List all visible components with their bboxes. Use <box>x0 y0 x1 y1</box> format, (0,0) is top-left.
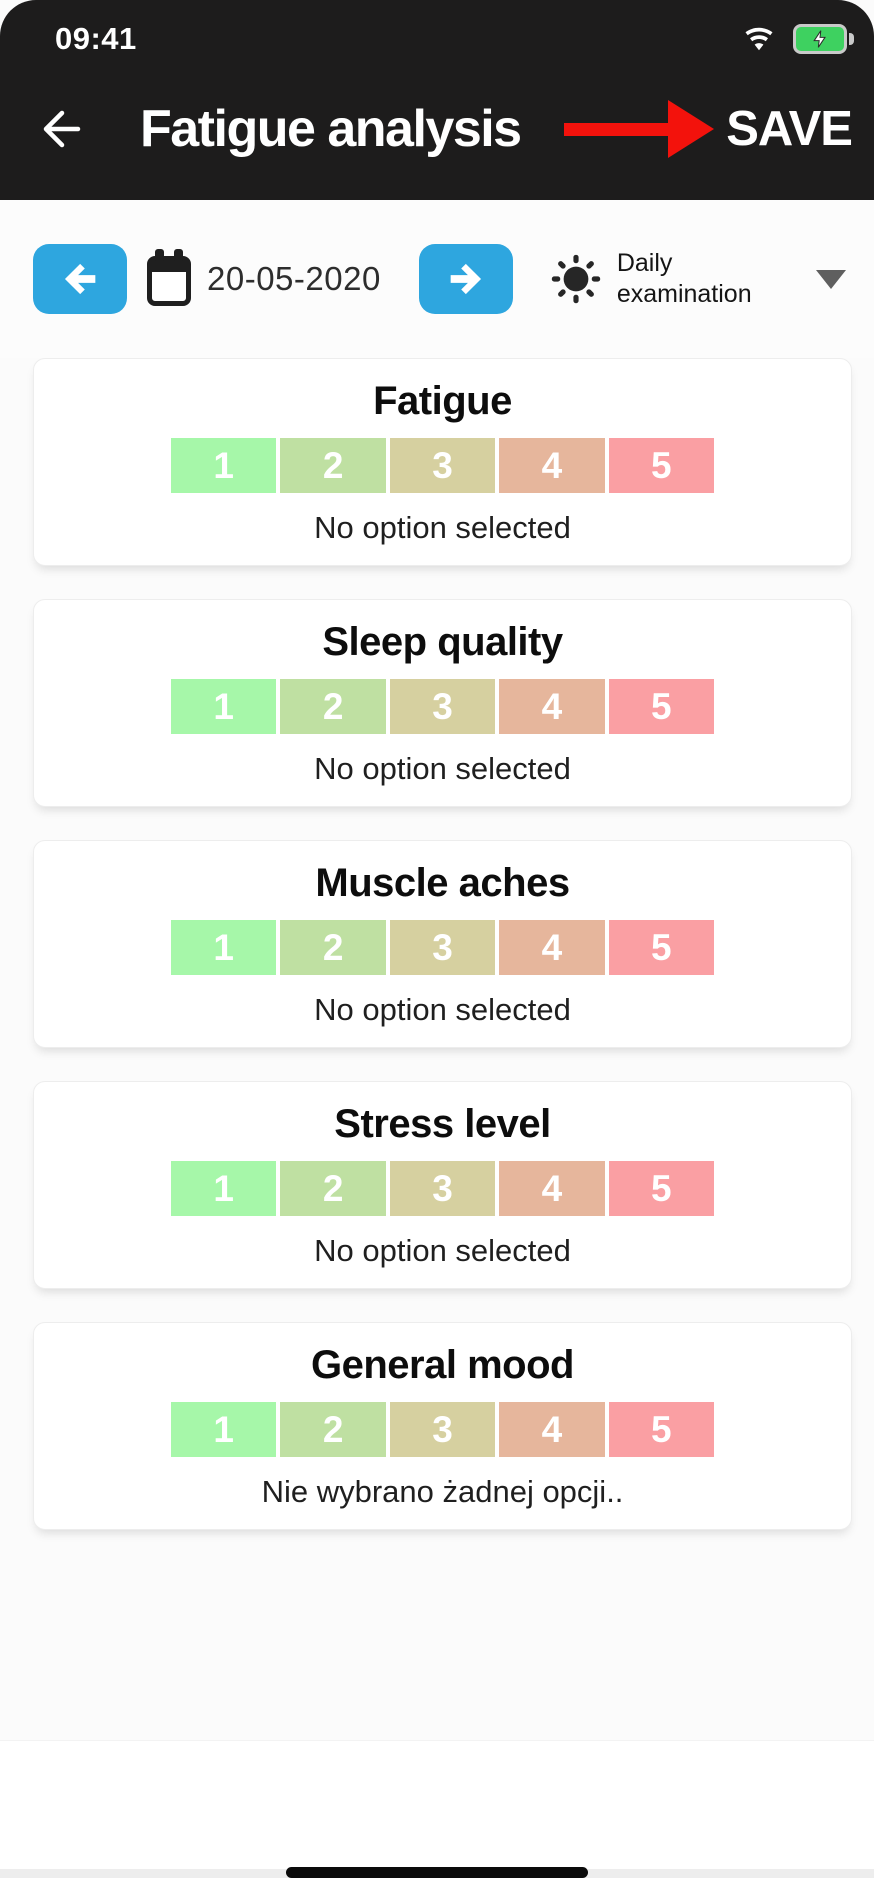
annotation-arrow-icon <box>564 99 715 159</box>
rating-option-3[interactable]: 3 <box>389 679 496 734</box>
rating-option-1[interactable]: 1 <box>171 920 277 975</box>
rating-option-4[interactable]: 4 <box>499 1402 605 1457</box>
selection-status: No option selected <box>314 510 571 545</box>
question-title: Stress level <box>334 1102 551 1146</box>
wifi-icon <box>745 27 773 51</box>
selection-status: Nie wybrano żadnej opcji.. <box>261 1474 624 1509</box>
rating-option-3[interactable]: 3 <box>389 1161 496 1216</box>
exam-type-label[interactable]: Daily examination <box>616 249 752 308</box>
rating-option-5[interactable]: 5 <box>608 920 715 975</box>
rating-option-5[interactable]: 5 <box>608 1161 715 1216</box>
rating-option-5[interactable]: 5 <box>608 438 715 493</box>
rating-option-2[interactable]: 2 <box>280 920 386 975</box>
status-icons <box>741 24 854 54</box>
rating-option-3[interactable]: 3 <box>389 1402 496 1457</box>
next-date-button[interactable] <box>418 244 513 314</box>
question-title: General mood <box>311 1343 574 1387</box>
app-header: 09:41 <box>0 0 874 200</box>
rating-option-4[interactable]: 4 <box>499 438 605 493</box>
rating-option-3[interactable]: 3 <box>389 920 496 975</box>
rating-option-2[interactable]: 2 <box>280 1161 386 1216</box>
battery-charging-icon <box>793 24 854 54</box>
selection-status: No option selected <box>314 992 571 1027</box>
header-title-row: Fatigue analysis SAVE <box>0 70 874 188</box>
rating-option-5[interactable]: 5 <box>608 1402 715 1457</box>
sun-icon <box>549 252 603 306</box>
rating-option-2[interactable]: 2 <box>280 1402 386 1457</box>
bottom-sheet <box>0 1740 874 1878</box>
date-toolbar: 20-05-2020 Daily examina <box>0 200 874 358</box>
arrow-left-icon <box>43 110 81 148</box>
rating-option-5[interactable]: 5 <box>608 679 715 734</box>
calendar-icon[interactable] <box>147 249 191 306</box>
status-time: 09:41 <box>55 21 137 56</box>
chevron-down-icon[interactable] <box>816 269 846 289</box>
previous-date-button[interactable] <box>33 244 127 314</box>
rating-option-1[interactable]: 1 <box>171 438 277 493</box>
question-title: Sleep quality <box>322 620 563 664</box>
rating-option-1[interactable]: 1 <box>171 679 277 734</box>
arrow-left-icon <box>64 263 96 295</box>
lightning-bolt-icon <box>813 30 826 48</box>
back-button[interactable] <box>34 103 86 155</box>
selection-status: No option selected <box>314 1233 571 1268</box>
question-title: Fatigue <box>373 379 512 423</box>
rating-option-1[interactable]: 1 <box>171 1402 277 1457</box>
selection-status: No option selected <box>314 751 571 786</box>
arrow-right-icon <box>450 263 481 295</box>
page-title: Fatigue analysis <box>140 100 522 158</box>
status-bar: 09:41 <box>0 0 874 60</box>
rating-option-4[interactable]: 4 <box>499 920 605 975</box>
save-button[interactable]: SAVE <box>726 102 853 156</box>
question-title: Muscle aches <box>315 861 570 905</box>
rating-option-2[interactable]: 2 <box>280 679 386 734</box>
rating-option-2[interactable]: 2 <box>280 438 386 493</box>
date-label[interactable]: 20-05-2020 <box>207 260 381 297</box>
rating-option-4[interactable]: 4 <box>499 679 605 734</box>
rating-option-1[interactable]: 1 <box>171 1161 277 1216</box>
home-indicator[interactable] <box>286 1867 588 1878</box>
rating-option-4[interactable]: 4 <box>499 1161 605 1216</box>
rating-option-3[interactable]: 3 <box>389 438 496 493</box>
